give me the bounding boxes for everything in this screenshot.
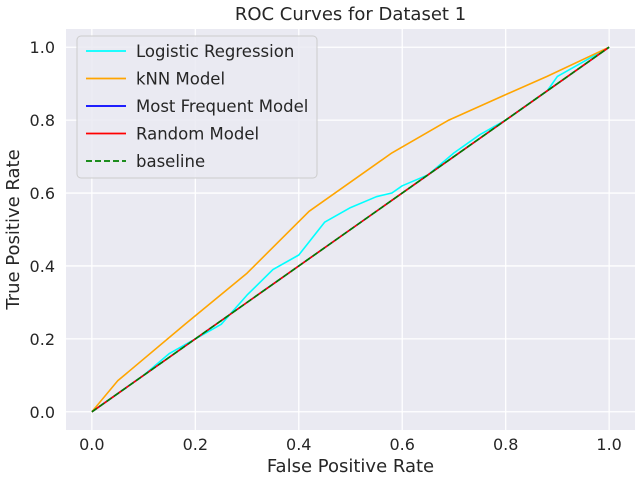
series-line-baseline	[91, 46, 610, 413]
y-tick-label: 1.0	[30, 38, 55, 57]
series-line-knn-model	[91, 46, 610, 413]
grid-lines	[66, 29, 635, 430]
legend-label: Most Frequent Model	[136, 97, 308, 116]
x-axis-title: False Positive Rate	[267, 456, 434, 477]
x-tick-label: 0.4	[286, 435, 311, 454]
tick-labels: 0.0 0.2 0.4 0.6 0.8 1.0 0.0 0.2 0.4 0.6 0.8 1.0	[30, 38, 622, 454]
legend-box	[76, 35, 318, 179]
legend-label: Logistic Regression	[136, 42, 294, 61]
y-tick-label: 0.6	[30, 184, 55, 203]
x-tick-label: 0.2	[183, 435, 208, 454]
x-tick-label: 0.6	[390, 435, 415, 454]
x-tick-label: 0.8	[493, 435, 518, 454]
legend: Logistic Regression kNN Model Most Frequen…	[76, 35, 318, 179]
y-tick-label: 0.4	[30, 257, 55, 276]
y-axis-title: True Positive Rate	[3, 149, 24, 310]
series-layer	[91, 46, 610, 413]
legend-label: Random Model	[136, 125, 259, 144]
y-tick-label: 0.8	[30, 111, 55, 130]
legend-label: baseline	[136, 152, 205, 171]
y-tick-label: 0.0	[30, 403, 55, 422]
x-tick-label: 1.0	[596, 435, 621, 454]
x-tick-label: 0.0	[79, 435, 104, 454]
chart-title: ROC Curves for Dataset 1	[235, 4, 466, 25]
legend-label: kNN Model	[136, 70, 225, 89]
y-tick-label: 0.2	[30, 330, 55, 349]
